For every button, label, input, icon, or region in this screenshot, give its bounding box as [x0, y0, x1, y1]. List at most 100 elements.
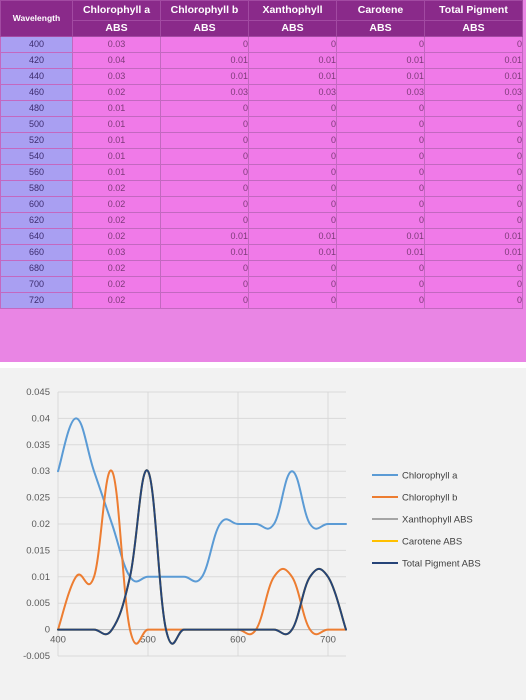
column-subheader[interactable]: ABS	[248, 20, 337, 37]
abs-cell[interactable]: 0.01	[160, 244, 249, 261]
abs-cell[interactable]: 0	[160, 148, 249, 165]
abs-cell[interactable]: 0.02	[72, 196, 161, 213]
abs-cell[interactable]: 0.01	[160, 228, 249, 245]
abs-cell[interactable]: 0	[424, 132, 523, 149]
wavelength-header[interactable]: Wavelength	[0, 0, 73, 37]
abs-cell[interactable]: 0	[248, 260, 337, 277]
column-header[interactable]: Carotene	[336, 0, 425, 21]
wavelength-cell[interactable]: 700	[0, 276, 73, 293]
wavelength-cell[interactable]: 540	[0, 148, 73, 165]
wavelength-cell[interactable]: 580	[0, 180, 73, 197]
abs-cell[interactable]: 0	[160, 132, 249, 149]
abs-cell[interactable]: 0	[336, 196, 425, 213]
abs-cell[interactable]: 0.02	[72, 260, 161, 277]
abs-cell[interactable]: 0.01	[72, 100, 161, 117]
column-subheader[interactable]: ABS	[160, 20, 249, 37]
column-subheader[interactable]: ABS	[72, 20, 161, 37]
column-header[interactable]: Chlorophyll b	[160, 0, 249, 21]
abs-cell[interactable]: 0	[336, 148, 425, 165]
abs-cell[interactable]: 0.01	[424, 244, 523, 261]
abs-cell[interactable]: 0	[424, 164, 523, 181]
wavelength-cell[interactable]: 420	[0, 52, 73, 69]
abs-cell[interactable]: 0	[248, 276, 337, 293]
abs-cell[interactable]: 0	[160, 36, 249, 53]
abs-cell[interactable]: 0.02	[72, 228, 161, 245]
abs-cell[interactable]: 0.03	[336, 84, 425, 101]
abs-cell[interactable]: 0	[160, 196, 249, 213]
abs-cell[interactable]: 0	[336, 276, 425, 293]
wavelength-cell[interactable]: 400	[0, 36, 73, 53]
abs-cell[interactable]: 0	[336, 180, 425, 197]
wavelength-cell[interactable]: 620	[0, 212, 73, 229]
abs-cell[interactable]: 0	[248, 100, 337, 117]
column-header[interactable]: Total Pigment	[424, 0, 523, 21]
abs-cell[interactable]: 0.01	[336, 52, 425, 69]
abs-cell[interactable]: 0	[424, 276, 523, 293]
abs-cell[interactable]: 0	[424, 260, 523, 277]
abs-cell[interactable]: 0.01	[424, 228, 523, 245]
wavelength-cell[interactable]: 720	[0, 292, 73, 309]
abs-cell[interactable]: 0.01	[160, 68, 249, 85]
column-header[interactable]: Xanthophyll	[248, 0, 337, 21]
abs-cell[interactable]: 0	[424, 148, 523, 165]
abs-cell[interactable]: 0.03	[72, 244, 161, 261]
abs-cell[interactable]: 0.03	[424, 84, 523, 101]
abs-cell[interactable]: 0	[248, 196, 337, 213]
abs-cell[interactable]: 0	[336, 212, 425, 229]
abs-cell[interactable]: 0.03	[160, 84, 249, 101]
abs-cell[interactable]: 0	[160, 276, 249, 293]
abs-cell[interactable]: 0.01	[424, 68, 523, 85]
abs-cell[interactable]: 0	[248, 132, 337, 149]
abs-cell[interactable]: 0.01	[248, 52, 337, 69]
abs-cell[interactable]: 0	[424, 180, 523, 197]
abs-cell[interactable]: 0	[336, 292, 425, 309]
abs-cell[interactable]: 0.03	[248, 84, 337, 101]
abs-cell[interactable]: 0.01	[424, 52, 523, 69]
abs-cell[interactable]: 0.02	[72, 84, 161, 101]
abs-cell[interactable]: 0.01	[72, 132, 161, 149]
abs-cell[interactable]: 0	[424, 36, 523, 53]
abs-cell[interactable]: 0.02	[72, 276, 161, 293]
abs-cell[interactable]: 0	[248, 116, 337, 133]
abs-cell[interactable]: 0	[248, 36, 337, 53]
abs-cell[interactable]: 0	[248, 212, 337, 229]
abs-cell[interactable]: 0	[160, 260, 249, 277]
abs-cell[interactable]: 0.03	[72, 36, 161, 53]
abs-cell[interactable]: 0.04	[72, 52, 161, 69]
abs-cell[interactable]: 0	[248, 180, 337, 197]
abs-cell[interactable]: 0	[160, 164, 249, 181]
abs-cell[interactable]: 0.01	[72, 116, 161, 133]
wavelength-cell[interactable]: 640	[0, 228, 73, 245]
abs-cell[interactable]: 0	[248, 148, 337, 165]
abs-cell[interactable]: 0.03	[72, 68, 161, 85]
abs-cell[interactable]: 0.01	[336, 68, 425, 85]
abs-cell[interactable]: 0	[336, 132, 425, 149]
abs-cell[interactable]: 0	[248, 292, 337, 309]
abs-cell[interactable]: 0.01	[248, 68, 337, 85]
abs-cell[interactable]: 0.02	[72, 292, 161, 309]
abs-cell[interactable]: 0.01	[72, 148, 161, 165]
abs-cell[interactable]: 0.01	[336, 228, 425, 245]
abs-cell[interactable]: 0.01	[248, 228, 337, 245]
abs-cell[interactable]: 0.02	[72, 180, 161, 197]
column-subheader[interactable]: ABS	[424, 20, 523, 37]
abs-cell[interactable]: 0.01	[248, 244, 337, 261]
abs-cell[interactable]: 0.01	[72, 164, 161, 181]
wavelength-cell[interactable]: 600	[0, 196, 73, 213]
abs-cell[interactable]: 0	[336, 100, 425, 117]
abs-cell[interactable]: 0	[248, 164, 337, 181]
abs-cell[interactable]: 0	[336, 260, 425, 277]
abs-cell[interactable]: 0	[336, 164, 425, 181]
abs-cell[interactable]: 0	[336, 36, 425, 53]
abs-cell[interactable]: 0.02	[72, 212, 161, 229]
abs-cell[interactable]: 0	[424, 100, 523, 117]
column-subheader[interactable]: ABS	[336, 20, 425, 37]
abs-cell[interactable]: 0	[160, 116, 249, 133]
wavelength-cell[interactable]: 460	[0, 84, 73, 101]
abs-cell[interactable]: 0	[424, 116, 523, 133]
column-header[interactable]: Chlorophyll a	[72, 0, 161, 21]
abs-cell[interactable]: 0	[424, 196, 523, 213]
abs-cell[interactable]: 0	[424, 292, 523, 309]
abs-cell[interactable]: 0.01	[160, 52, 249, 69]
wavelength-cell[interactable]: 500	[0, 116, 73, 133]
